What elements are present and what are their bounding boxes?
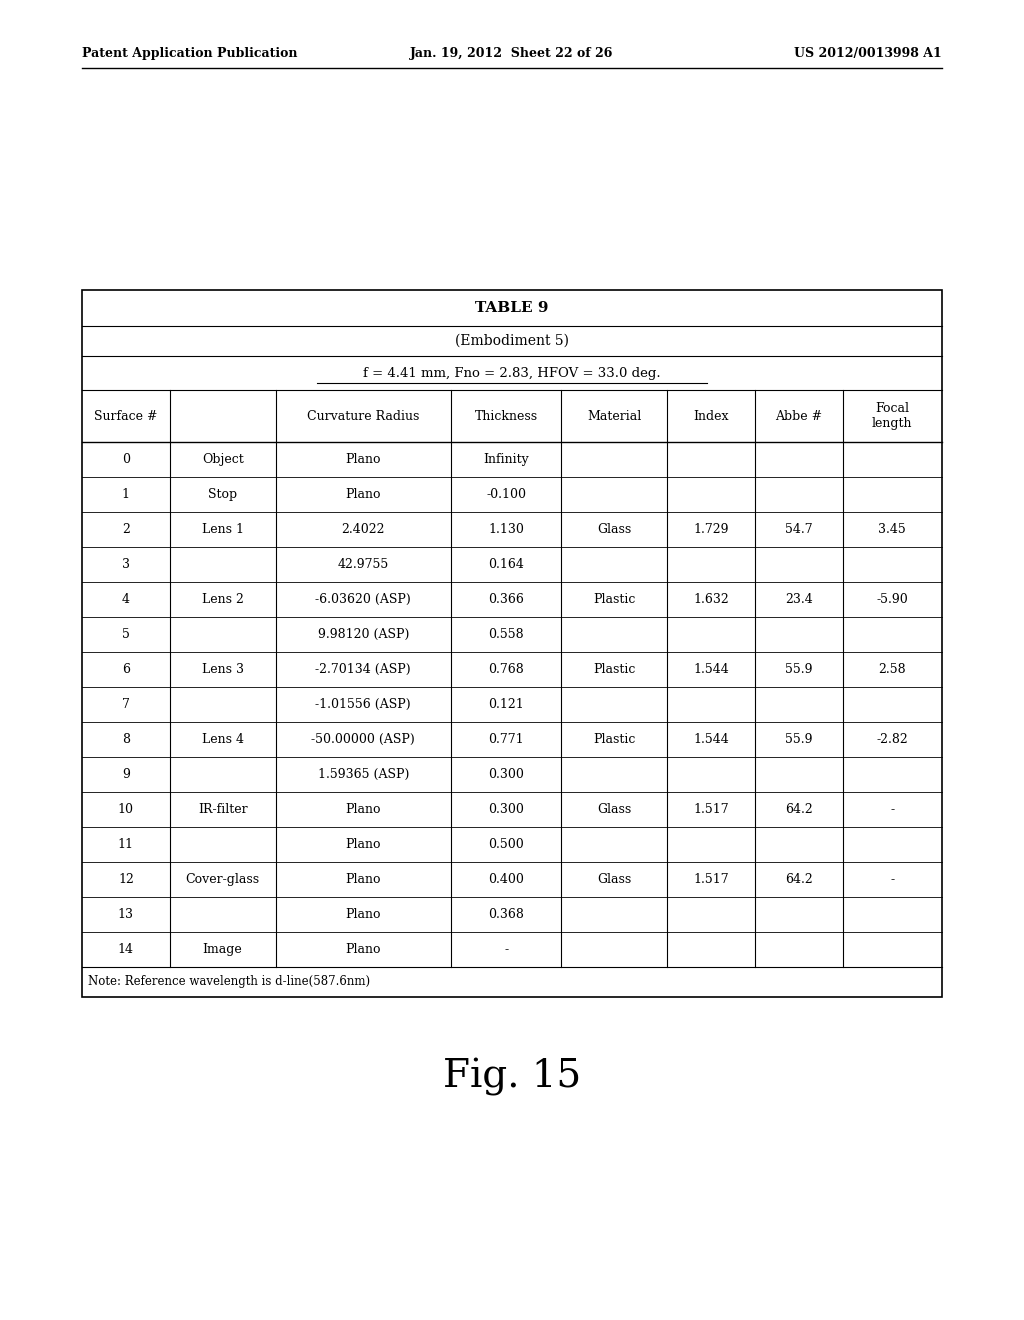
Text: Image: Image bbox=[203, 942, 243, 956]
Text: -: - bbox=[890, 873, 894, 886]
Text: Glass: Glass bbox=[597, 803, 631, 816]
Text: 2: 2 bbox=[122, 523, 130, 536]
Text: Infinity: Infinity bbox=[483, 453, 529, 466]
Text: 23.4: 23.4 bbox=[784, 593, 812, 606]
Text: -2.82: -2.82 bbox=[877, 733, 908, 746]
Text: 0.500: 0.500 bbox=[488, 838, 524, 851]
Text: 0.164: 0.164 bbox=[488, 558, 524, 572]
Text: 1.544: 1.544 bbox=[693, 663, 729, 676]
Text: 0.121: 0.121 bbox=[488, 698, 524, 711]
Text: f = 4.41 mm, Fno = 2.83, HFOV = 33.0 deg.: f = 4.41 mm, Fno = 2.83, HFOV = 33.0 deg… bbox=[364, 367, 660, 380]
Text: US 2012/0013998 A1: US 2012/0013998 A1 bbox=[795, 48, 942, 61]
Text: Abbe #: Abbe # bbox=[775, 409, 822, 422]
Text: -: - bbox=[890, 803, 894, 816]
Text: 0.400: 0.400 bbox=[488, 873, 524, 886]
Text: Patent Application Publication: Patent Application Publication bbox=[82, 48, 298, 61]
Text: 2.58: 2.58 bbox=[879, 663, 906, 676]
Text: 8: 8 bbox=[122, 733, 130, 746]
Text: 7: 7 bbox=[122, 698, 130, 711]
Text: Stop: Stop bbox=[208, 488, 238, 502]
Text: Jan. 19, 2012  Sheet 22 of 26: Jan. 19, 2012 Sheet 22 of 26 bbox=[411, 48, 613, 61]
Text: -2.70134 (ASP): -2.70134 (ASP) bbox=[315, 663, 411, 676]
Text: Plastic: Plastic bbox=[593, 663, 635, 676]
Text: Cover-glass: Cover-glass bbox=[185, 873, 260, 886]
Text: Object: Object bbox=[202, 453, 244, 466]
Text: 11: 11 bbox=[118, 838, 134, 851]
Text: 0: 0 bbox=[122, 453, 130, 466]
Text: 2.4022: 2.4022 bbox=[342, 523, 385, 536]
Text: -1.01556 (ASP): -1.01556 (ASP) bbox=[315, 698, 411, 711]
Text: 42.9755: 42.9755 bbox=[338, 558, 389, 572]
Text: Surface #: Surface # bbox=[94, 409, 158, 422]
Text: Plano: Plano bbox=[345, 873, 381, 886]
Text: 10: 10 bbox=[118, 803, 134, 816]
Text: TABLE 9: TABLE 9 bbox=[475, 301, 549, 315]
Text: Lens 1: Lens 1 bbox=[202, 523, 244, 536]
Text: 0.300: 0.300 bbox=[488, 803, 524, 816]
Text: 1.130: 1.130 bbox=[488, 523, 524, 536]
Text: Plano: Plano bbox=[345, 453, 381, 466]
Text: Material: Material bbox=[587, 409, 641, 422]
Text: 9.98120 (ASP): 9.98120 (ASP) bbox=[317, 628, 409, 642]
Text: 3: 3 bbox=[122, 558, 130, 572]
Text: 3.45: 3.45 bbox=[879, 523, 906, 536]
Text: -5.90: -5.90 bbox=[877, 593, 908, 606]
Text: 13: 13 bbox=[118, 908, 134, 921]
Text: 14: 14 bbox=[118, 942, 134, 956]
Text: 9: 9 bbox=[122, 768, 130, 781]
Text: Note: Reference wavelength is d-line(587.6nm): Note: Reference wavelength is d-line(587… bbox=[88, 975, 370, 989]
Text: 1.729: 1.729 bbox=[693, 523, 729, 536]
Text: 0.368: 0.368 bbox=[488, 908, 524, 921]
Text: Plano: Plano bbox=[345, 908, 381, 921]
Text: 6: 6 bbox=[122, 663, 130, 676]
Text: Index: Index bbox=[693, 409, 729, 422]
Text: 0.300: 0.300 bbox=[488, 768, 524, 781]
Text: Lens 4: Lens 4 bbox=[202, 733, 244, 746]
Text: IR-filter: IR-filter bbox=[198, 803, 248, 816]
Text: 1: 1 bbox=[122, 488, 130, 502]
Text: Glass: Glass bbox=[597, 873, 631, 886]
Text: 1.632: 1.632 bbox=[693, 593, 729, 606]
Text: 0.366: 0.366 bbox=[488, 593, 524, 606]
Text: Lens 3: Lens 3 bbox=[202, 663, 244, 676]
Text: (Embodiment 5): (Embodiment 5) bbox=[455, 334, 569, 348]
Text: Lens 2: Lens 2 bbox=[202, 593, 244, 606]
Text: Fig. 15: Fig. 15 bbox=[442, 1059, 582, 1096]
Text: -6.03620 (ASP): -6.03620 (ASP) bbox=[315, 593, 412, 606]
Text: 4: 4 bbox=[122, 593, 130, 606]
Text: 0.768: 0.768 bbox=[488, 663, 524, 676]
Text: 55.9: 55.9 bbox=[785, 733, 812, 746]
Text: Plano: Plano bbox=[345, 803, 381, 816]
Text: Curvature Radius: Curvature Radius bbox=[307, 409, 420, 422]
Text: 1.59365 (ASP): 1.59365 (ASP) bbox=[317, 768, 409, 781]
Text: Plano: Plano bbox=[345, 942, 381, 956]
Text: 5: 5 bbox=[122, 628, 130, 642]
Text: Thickness: Thickness bbox=[474, 409, 538, 422]
Text: 64.2: 64.2 bbox=[784, 873, 812, 886]
Text: 12: 12 bbox=[118, 873, 134, 886]
Bar bbox=[82, 290, 942, 997]
Text: -: - bbox=[504, 942, 508, 956]
Text: Plastic: Plastic bbox=[593, 733, 635, 746]
Text: 64.2: 64.2 bbox=[784, 803, 812, 816]
Text: 1.517: 1.517 bbox=[693, 803, 729, 816]
Text: 1.544: 1.544 bbox=[693, 733, 729, 746]
Text: Plano: Plano bbox=[345, 488, 381, 502]
Text: -50.00000 (ASP): -50.00000 (ASP) bbox=[311, 733, 415, 746]
Text: Plastic: Plastic bbox=[593, 593, 635, 606]
Text: Plano: Plano bbox=[345, 838, 381, 851]
Text: Focal
length: Focal length bbox=[872, 403, 912, 430]
Text: 55.9: 55.9 bbox=[785, 663, 812, 676]
Text: 54.7: 54.7 bbox=[784, 523, 812, 536]
Text: -0.100: -0.100 bbox=[486, 488, 526, 502]
Text: 0.558: 0.558 bbox=[488, 628, 524, 642]
Text: Glass: Glass bbox=[597, 523, 631, 536]
Text: 1.517: 1.517 bbox=[693, 873, 729, 886]
Text: 0.771: 0.771 bbox=[488, 733, 524, 746]
